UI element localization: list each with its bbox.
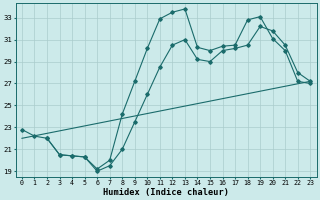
X-axis label: Humidex (Indice chaleur): Humidex (Indice chaleur): [103, 188, 229, 197]
